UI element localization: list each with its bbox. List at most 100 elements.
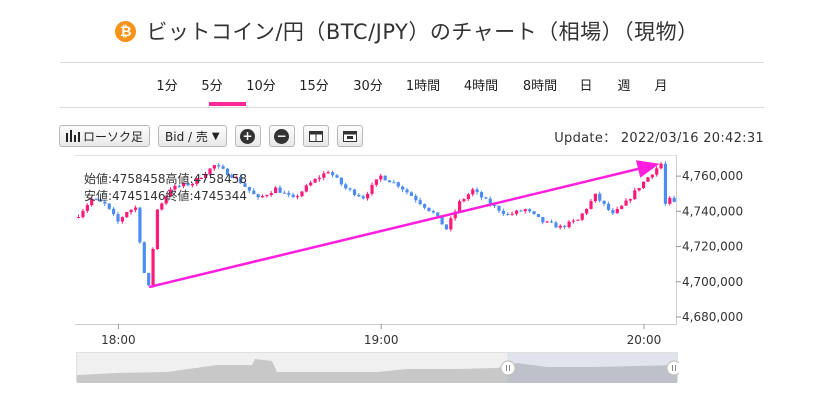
candle-body	[409, 192, 414, 196]
candle-body	[204, 174, 208, 178]
candle-body	[239, 176, 243, 184]
compare-button[interactable]	[302, 125, 329, 147]
window-button[interactable]	[336, 125, 363, 147]
candle	[309, 180, 313, 187]
candle-body	[265, 194, 269, 197]
navigator-preview	[77, 353, 682, 383]
candle	[265, 194, 269, 198]
page-header: ₿ ビットコイン/円（BTC/JPY）のチャート（相場）（現物）	[0, 14, 814, 48]
candle-body	[422, 204, 427, 208]
candle	[633, 187, 637, 200]
tab-week[interactable]: 週	[617, 79, 631, 94]
candle-body	[444, 224, 449, 230]
candle	[615, 206, 619, 214]
candle-body	[514, 210, 519, 214]
candle	[160, 202, 164, 211]
tab-30min[interactable]: 30分	[353, 79, 383, 94]
candle-body	[295, 196, 300, 198]
candle	[668, 195, 672, 206]
range-navigator[interactable]	[76, 352, 682, 383]
candle	[212, 164, 216, 171]
candle	[475, 187, 479, 195]
candle-body	[624, 200, 628, 206]
candle-body	[663, 163, 668, 204]
candle-body	[585, 208, 589, 214]
candle-body	[225, 168, 230, 176]
candle-body	[602, 200, 606, 204]
candle	[602, 200, 606, 207]
candle	[278, 185, 282, 194]
candle	[422, 203, 427, 210]
ohlc-open-high: 始値:4758458高値:4758458	[84, 171, 247, 186]
candle	[628, 198, 633, 204]
candle	[243, 180, 247, 188]
candle	[567, 220, 571, 229]
candle	[322, 171, 326, 181]
tab-10min[interactable]: 10分	[246, 79, 276, 94]
candle-body	[361, 196, 365, 199]
candle-body	[510, 213, 514, 215]
candle-body	[571, 220, 576, 222]
tab-8hour[interactable]: 8時間	[522, 79, 558, 94]
candle	[81, 208, 85, 219]
y-tick-label: 4,700,000	[682, 275, 743, 289]
interval-tabs: 1分 5分 10分 15分 30分 1時間 4時間 8時間 日 週 月	[60, 62, 764, 108]
candle-body	[641, 181, 646, 189]
tab-1hour[interactable]: 1時間	[405, 79, 441, 94]
candle	[418, 197, 422, 206]
candle	[519, 209, 523, 212]
chart-type-button[interactable]: ローソク足	[59, 125, 151, 147]
tab-month[interactable]: 月	[654, 79, 668, 94]
candle-body	[549, 221, 554, 223]
tab-5min[interactable]: 5分	[201, 79, 223, 94]
candle	[554, 220, 558, 228]
candle-body	[190, 183, 195, 186]
candle-body	[387, 180, 392, 183]
candle	[646, 176, 650, 182]
candle	[221, 164, 225, 170]
candle-body	[418, 200, 422, 205]
candle	[528, 208, 532, 214]
candle	[90, 197, 94, 207]
y-tick-label: 4,680,000	[682, 310, 743, 324]
candle	[186, 181, 190, 187]
tab-4hour[interactable]: 4時間	[463, 79, 499, 94]
navigator-left-handle[interactable]	[500, 360, 516, 376]
candle-body	[646, 177, 650, 182]
tab-15min[interactable]: 15分	[299, 79, 329, 94]
candle-body	[436, 212, 440, 217]
candle-body	[282, 192, 287, 194]
candle	[85, 203, 89, 213]
zoom-out-button[interactable]: −	[268, 125, 295, 147]
candle-body	[431, 211, 435, 213]
candle	[497, 205, 501, 213]
tab-day[interactable]: 日	[579, 79, 593, 94]
candle	[506, 212, 510, 216]
candle-body	[357, 194, 361, 197]
candle	[295, 194, 300, 200]
candle-body	[269, 193, 273, 195]
candle-body	[77, 217, 81, 219]
candle-body	[160, 203, 164, 210]
candle-body	[440, 216, 444, 225]
candle-body	[611, 210, 615, 214]
candle-body	[94, 198, 98, 200]
candle	[133, 205, 138, 213]
candle-body	[199, 177, 203, 179]
price-type-select[interactable]: Bid / 売 ▼	[158, 125, 227, 147]
candle	[405, 187, 409, 195]
price-chart[interactable]: 4,760,000 4,740,000 4,720,000 4,700,000 4,68…	[0, 155, 814, 355]
candle	[409, 191, 414, 197]
candle-body	[309, 182, 313, 186]
candle	[659, 161, 663, 170]
tab-1min[interactable]: 1分	[156, 79, 178, 94]
candle-body	[458, 201, 462, 212]
candle	[344, 182, 348, 190]
candle-body	[401, 186, 405, 190]
zoom-in-button[interactable]: +	[234, 125, 261, 147]
candle	[672, 195, 676, 203]
candle-body	[598, 193, 602, 201]
candle	[112, 206, 116, 216]
candle	[576, 219, 580, 221]
navigator-right-handle[interactable]	[666, 360, 682, 376]
